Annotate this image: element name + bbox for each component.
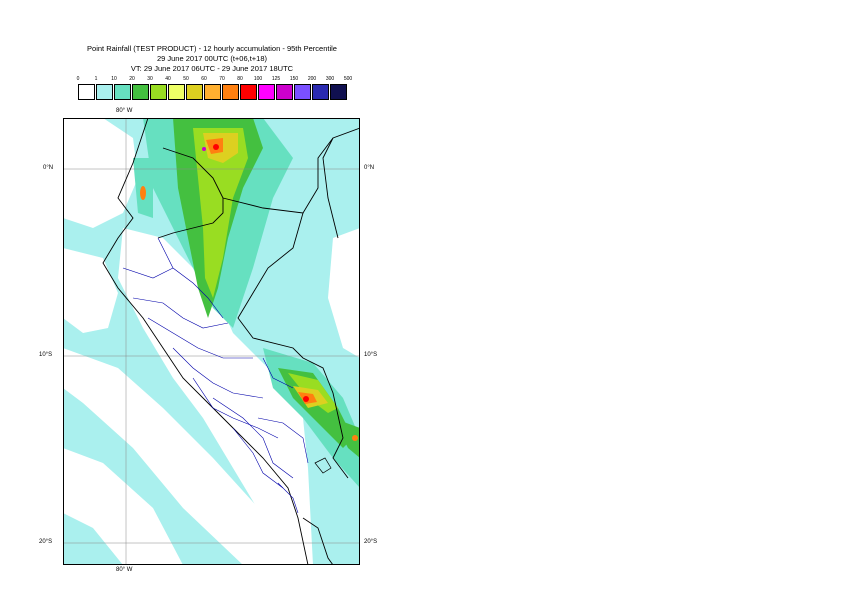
legend-color-box — [150, 84, 167, 100]
rain-band-heavy — [193, 128, 248, 298]
title-line-2: 29 June 2017 00UTC (t+06,t+18) — [156, 54, 268, 63]
legend-color-box — [312, 84, 329, 100]
legend-value-label: 500 — [343, 76, 353, 82]
country-border — [322, 137, 339, 239]
legend-color-box — [240, 84, 257, 100]
legend-value-label: 70 — [219, 76, 225, 82]
rain-peak — [213, 144, 219, 150]
rain-peak — [140, 186, 146, 200]
lat-label-right-0: 0°N — [364, 165, 375, 171]
legend-color-box — [114, 84, 131, 100]
lat-label-right-1: 10°S — [364, 352, 378, 358]
legend-value-label: 30 — [147, 76, 153, 82]
rain-peak — [352, 435, 358, 441]
rainfall-map — [63, 118, 360, 565]
legend-value-label: 0 — [76, 76, 80, 82]
legend-value-label: 150 — [289, 76, 299, 82]
legend-color-box — [276, 84, 293, 100]
legend-value-label: 50 — [183, 76, 189, 82]
legend-value-label: 300 — [325, 76, 335, 82]
dry-sea-zone — [328, 228, 360, 358]
dry-sea-zone — [63, 448, 183, 565]
coastline — [102, 118, 309, 565]
rain-band-moderate — [333, 418, 360, 458]
color-legend: 0 1 10 20 30 40 50 60 70 80 100 125 150 200 300 500 — [76, 76, 352, 106]
map-panel: 80° W 80° W 0°N 10°S 20°S 0°N 10°S 20°S — [39, 108, 377, 573]
legend-color-box — [258, 84, 275, 100]
country-border — [157, 147, 224, 239]
legend-color-box — [186, 84, 203, 100]
legend-value-label: 10 — [111, 76, 117, 82]
rain-peak — [303, 396, 309, 402]
lat-label-left-0: 0°N — [43, 165, 54, 171]
legend-value-label: 125 — [271, 76, 281, 82]
legend-value-label: 200 — [307, 76, 317, 82]
legend-value-label: 100 — [253, 76, 263, 82]
lat-label-left-2: 20°S — [39, 539, 53, 545]
lake-titicaca — [314, 457, 332, 474]
lat-label-left-1: 10°S — [39, 352, 53, 358]
lon-label-bottom: 80° W — [116, 567, 133, 573]
legend-value-label: 20 — [129, 76, 135, 82]
legend-value-label: 80 — [237, 76, 243, 82]
rain-peak — [202, 147, 206, 151]
country-border — [302, 517, 334, 565]
legend-color-box — [78, 84, 95, 100]
dry-sea-zone — [63, 348, 293, 565]
map-border — [63, 118, 360, 565]
legend-color-box — [222, 84, 239, 100]
lon-label-top: 80° W — [116, 108, 133, 114]
legend-color-box — [132, 84, 149, 100]
dry-sea-zone — [63, 118, 138, 228]
region-borders — [122, 237, 309, 514]
title-line-1: Point Rainfall (TEST PRODUCT) - 12 hourl… — [87, 44, 337, 53]
legend-color-box — [96, 84, 113, 100]
legend-color-box — [330, 84, 347, 100]
legend-value-label: 40 — [165, 76, 171, 82]
lat-label-right-2: 20°S — [364, 539, 378, 545]
legend-value-label: 60 — [201, 76, 207, 82]
legend-color-box — [204, 84, 221, 100]
legend-color-box — [168, 84, 185, 100]
title-line-3: VT: 29 June 2017 06UTC - 29 June 2017 18… — [130, 64, 294, 73]
land-dry-zone — [118, 228, 313, 565]
country-border — [237, 212, 349, 479]
legend-color-box — [294, 84, 311, 100]
legend-value-label: 1 — [94, 76, 98, 82]
dry-sea-zone — [63, 248, 118, 333]
